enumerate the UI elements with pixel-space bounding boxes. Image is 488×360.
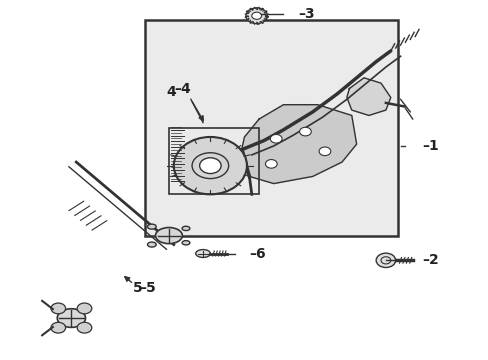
Text: –2: –2 <box>422 253 438 267</box>
Circle shape <box>51 322 65 333</box>
Polygon shape <box>346 78 390 116</box>
Bar <box>168 128 259 194</box>
Text: –3: –3 <box>298 7 314 21</box>
Text: –4: –4 <box>173 82 190 95</box>
Text: 4: 4 <box>166 85 176 99</box>
Text: –6: –6 <box>249 247 265 261</box>
Circle shape <box>245 8 267 24</box>
Ellipse shape <box>182 226 189 230</box>
Circle shape <box>265 159 277 168</box>
Text: 5: 5 <box>133 280 143 294</box>
Text: –5: –5 <box>140 280 156 294</box>
Ellipse shape <box>155 228 182 244</box>
Circle shape <box>199 158 221 174</box>
Circle shape <box>51 303 65 314</box>
Circle shape <box>77 303 92 314</box>
Circle shape <box>251 12 261 19</box>
Polygon shape <box>239 105 356 184</box>
Circle shape <box>375 253 395 267</box>
Circle shape <box>299 127 311 136</box>
Ellipse shape <box>182 240 189 245</box>
Bar <box>144 21 397 235</box>
Ellipse shape <box>147 242 156 247</box>
Ellipse shape <box>147 224 156 229</box>
Circle shape <box>270 134 282 143</box>
Ellipse shape <box>173 137 246 194</box>
Ellipse shape <box>195 249 210 257</box>
Circle shape <box>77 322 92 333</box>
Circle shape <box>319 147 330 156</box>
Ellipse shape <box>57 309 85 327</box>
Text: –1: –1 <box>422 139 438 153</box>
